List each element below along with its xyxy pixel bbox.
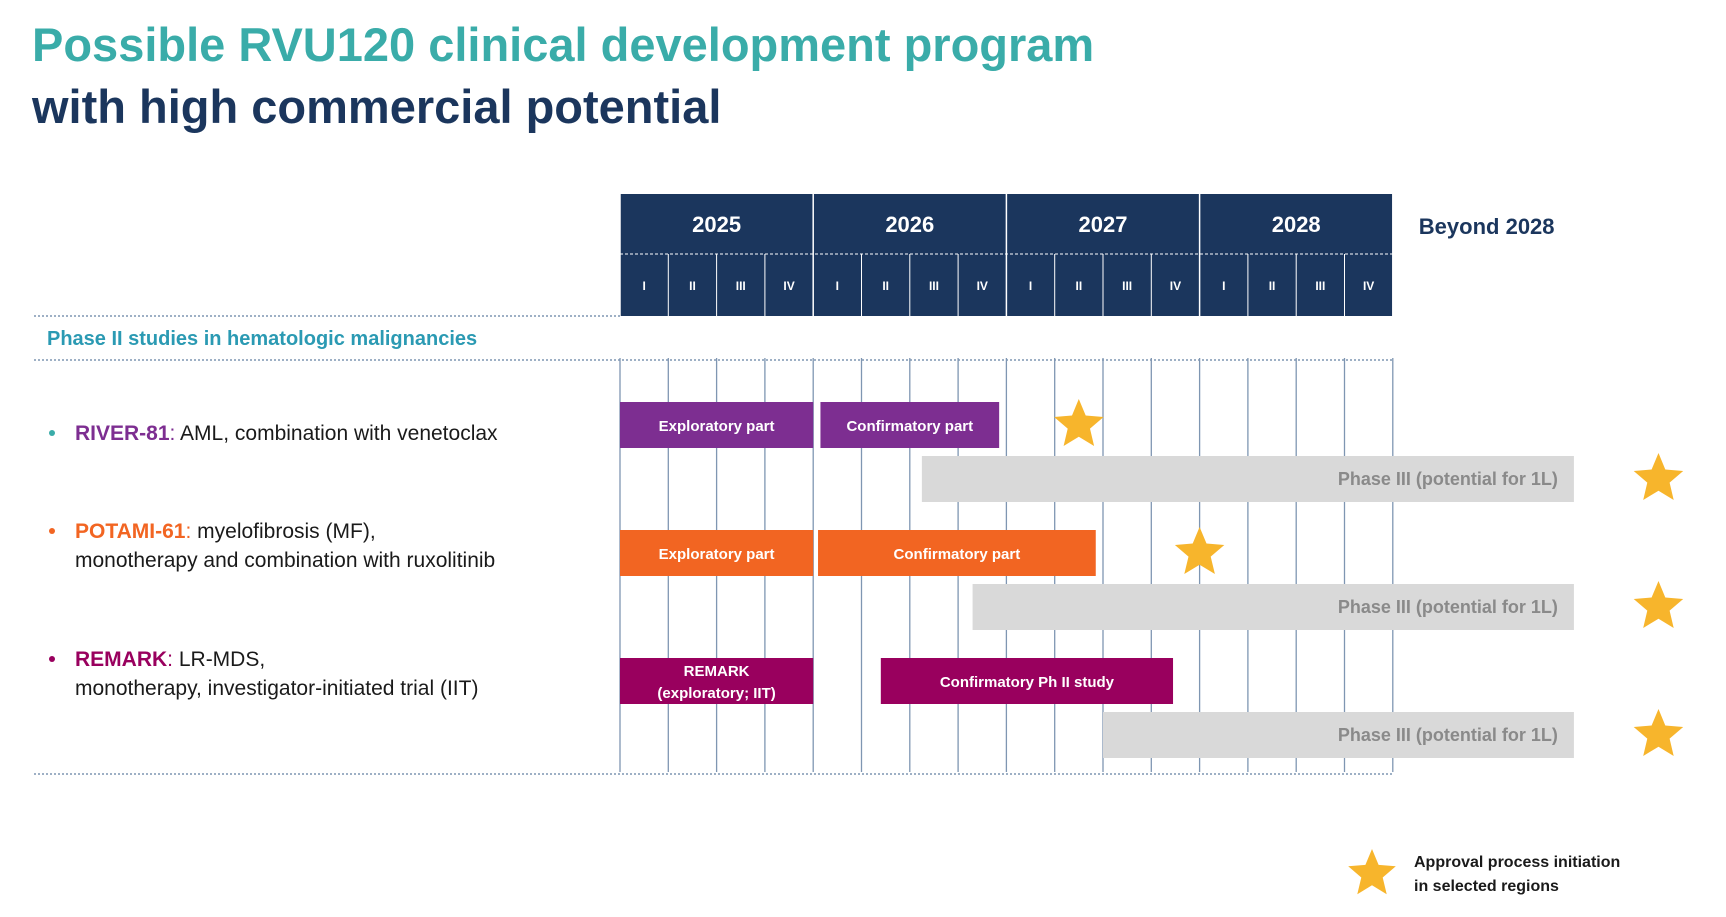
bullet-icon: [49, 430, 55, 436]
approval-star-icon: [1054, 399, 1104, 446]
quarter-cell: [668, 254, 717, 316]
bar-label: Phase III (potential for 1L): [1338, 597, 1558, 617]
quarter-label: I: [642, 279, 645, 293]
study-description: monotherapy, investigator-initiated tria…: [75, 677, 478, 700]
phase3-bar: [1103, 712, 1574, 758]
page-title: Possible RVU120 clinical development pro…: [32, 14, 1094, 138]
quarter-cell: [861, 254, 910, 316]
quarter-cell: [1151, 254, 1200, 316]
quarter-label: IV: [783, 279, 794, 293]
bar-label: REMARK: [684, 663, 750, 680]
quarter-cell: [1199, 254, 1248, 316]
quarter-label: III: [1315, 279, 1325, 293]
study-label: RIVER-81: AML, combination with venetocl…: [75, 422, 498, 445]
quarter-cell: [958, 254, 1007, 316]
quarter-cell: [1054, 254, 1103, 316]
quarter-label: III: [929, 279, 939, 293]
study-name: RIVER-81: [75, 422, 170, 445]
quarter-label: II: [1269, 279, 1276, 293]
study-description: LR-MDS,: [179, 648, 265, 671]
quarter-cell: [620, 254, 669, 316]
approval-star-icon: [1633, 709, 1684, 756]
section-label: Phase II studies in hematologic malignan…: [47, 328, 477, 350]
approval-star-icon: [1174, 527, 1225, 574]
quarter-cell: [1103, 254, 1152, 316]
study-label: REMARK: LR-MDS,: [75, 648, 265, 671]
year-label: 2028: [1272, 212, 1321, 237]
quarter-label: III: [736, 279, 746, 293]
quarter-cell: [1296, 254, 1345, 316]
year-cell: [1006, 194, 1200, 254]
bullet-icon: [49, 656, 55, 662]
study-name: REMARK: [75, 648, 167, 671]
bar-label: Phase III (potential for 1L): [1338, 469, 1558, 489]
bar-label: Exploratory part: [659, 546, 775, 563]
quarter-label: II: [882, 279, 889, 293]
study-description: myelofibrosis (MF),: [197, 520, 376, 543]
bar-label: Exploratory part: [659, 418, 775, 435]
legend-label: in selected regions: [1414, 878, 1559, 895]
quarter-cell: [1006, 254, 1055, 316]
quarter-label: I: [1029, 279, 1032, 293]
quarter-label: I: [836, 279, 839, 293]
approval-star-icon: [1633, 581, 1684, 628]
bar-label: Confirmatory part: [846, 418, 973, 435]
quarter-cell: [716, 254, 765, 316]
title-line-2: with high commercial potential: [32, 80, 722, 133]
study-name: POTAMI-61: [75, 520, 186, 543]
study-phase-bar: [820, 402, 1000, 448]
study-phase-bar: [880, 658, 1174, 704]
quarter-cell: [764, 254, 814, 316]
year-label: 2026: [885, 212, 934, 237]
quarter-label: IV: [1170, 279, 1181, 293]
study-phase-bar: [818, 530, 1096, 576]
quarter-label: II: [1076, 279, 1083, 293]
approval-star-icon: [1633, 453, 1684, 500]
bullet-icon: [49, 528, 55, 534]
year-cell: [1199, 194, 1393, 254]
bar-label: Confirmatory Ph II study: [940, 674, 1115, 691]
study-description: AML, combination with venetoclax: [180, 422, 498, 445]
legend-label: Approval process initiation: [1414, 854, 1620, 871]
quarter-label: III: [1122, 279, 1132, 293]
legend-star-icon: [1348, 849, 1396, 895]
bar-label: Confirmatory part: [894, 546, 1021, 563]
quarter-label: II: [689, 279, 696, 293]
study-phase-bar: [620, 658, 814, 704]
quarter-cell: [813, 254, 862, 316]
bar-label: (exploratory; IIT): [657, 685, 775, 702]
phase3-bar: [972, 584, 1574, 630]
quarter-label: I: [1222, 279, 1225, 293]
quarter-label: IV: [977, 279, 988, 293]
year-label: 2025: [692, 212, 741, 237]
year-label: 2027: [1079, 212, 1128, 237]
bar-label: Phase III (potential for 1L): [1338, 725, 1558, 745]
study-phase-bar: [620, 402, 814, 448]
year-cell: [620, 194, 814, 254]
year-cell: [813, 194, 1007, 254]
quarter-cell: [1247, 254, 1297, 316]
study-description: monotherapy and combination with ruxolit…: [75, 549, 495, 572]
title-line-1: Possible RVU120 clinical development pro…: [32, 18, 1095, 71]
study-phase-bar: [620, 530, 814, 576]
phase3-bar: [921, 456, 1574, 502]
beyond-label: Beyond 2028: [1419, 214, 1555, 239]
quarter-cell: [1344, 254, 1393, 316]
quarter-label: IV: [1363, 279, 1374, 293]
study-label: POTAMI-61: myelofibrosis (MF),: [75, 520, 376, 543]
quarter-cell: [909, 254, 959, 316]
